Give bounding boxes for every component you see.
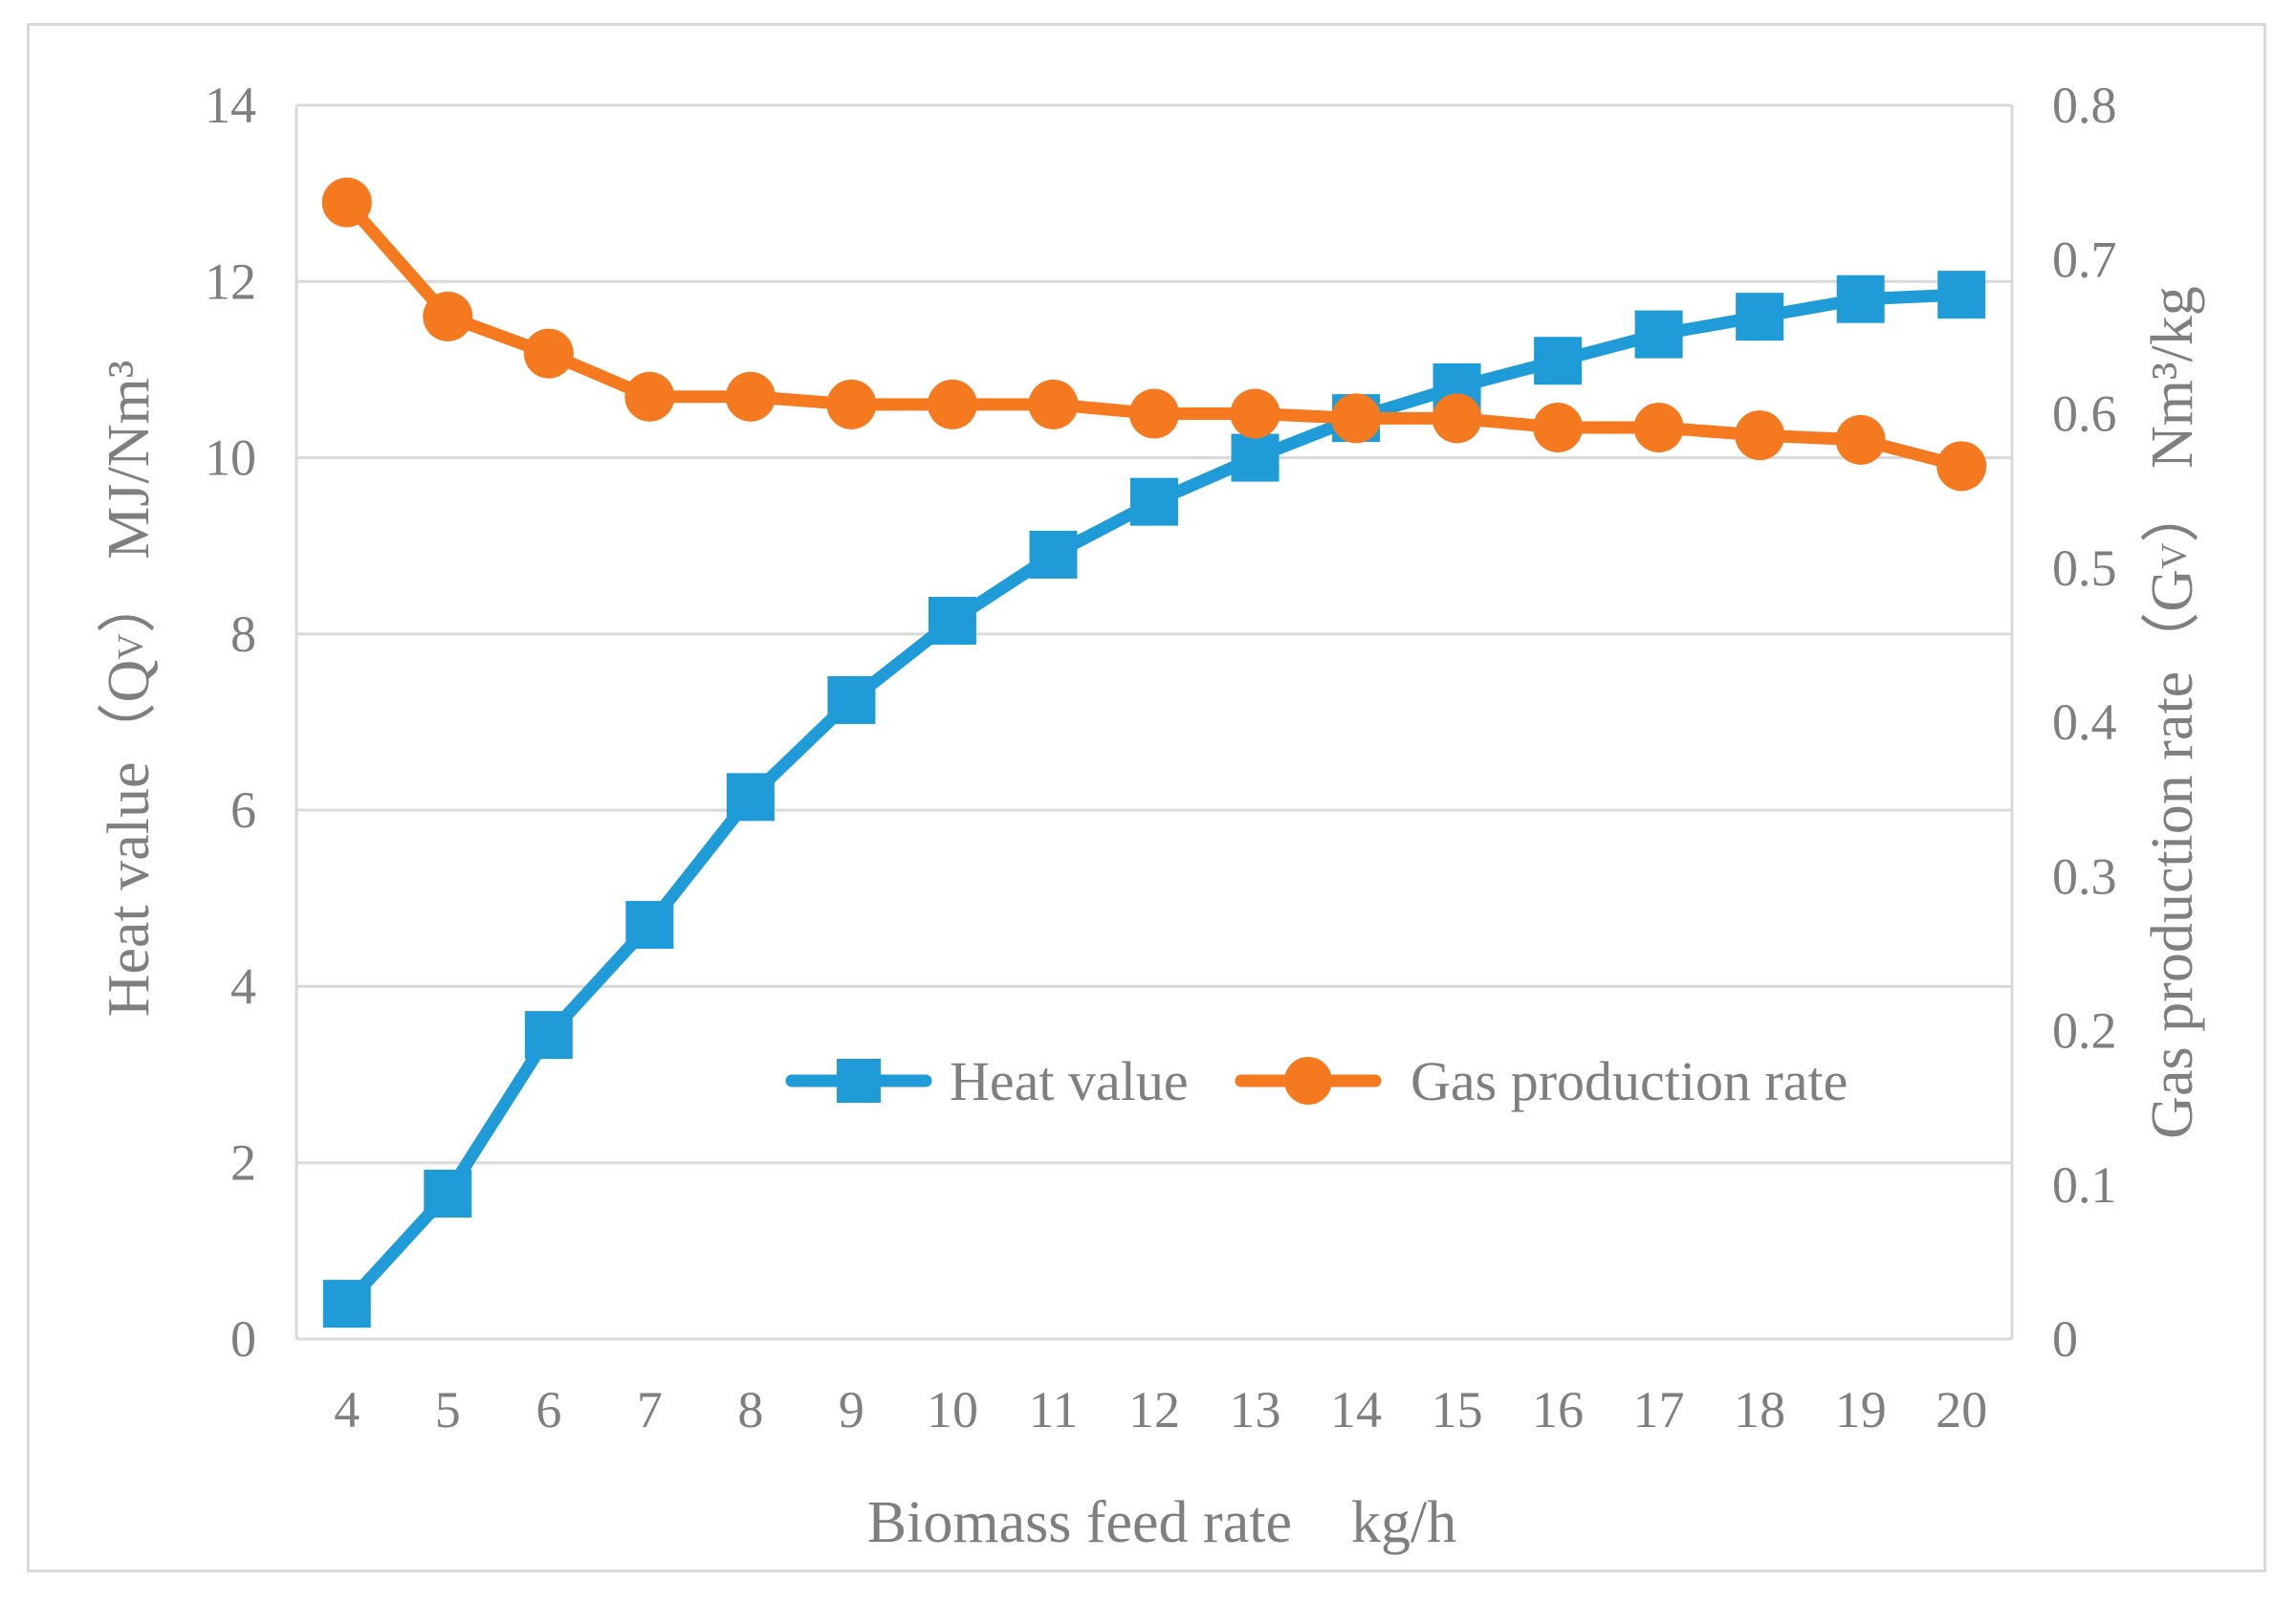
y2-axis-title-tail: ） Nm³/kg [2140, 286, 2205, 542]
heat-value-point [726, 773, 775, 822]
x-tick-label: 10 [927, 1381, 978, 1438]
heat-value-point [1130, 477, 1178, 526]
heat-value-point [1029, 530, 1078, 579]
gas-production-rate-point [624, 371, 675, 422]
legend-item-gas-production-rate[interactable]: Gas production rate [1235, 1050, 1848, 1112]
y2-tick-label: 0.5 [2052, 539, 2117, 597]
gas-production-rate-point [423, 291, 473, 341]
y2-tick-label: 0 [2052, 1310, 2078, 1368]
y2-tick-label: 0.6 [2052, 385, 2117, 443]
legend-item-heat-value[interactable]: Heat value [785, 1050, 1189, 1112]
x-tick-label: 14 [1330, 1381, 1382, 1438]
y-tick-label: 6 [230, 781, 256, 839]
x-tick-label: 20 [1935, 1381, 1987, 1438]
y2-axis-title: Gas production rate（GV） Nm³/kg [2140, 286, 2205, 1139]
legend-gas-rate-label: Gas production rate [1410, 1050, 1848, 1112]
gas-production-rate-point [1735, 410, 1785, 461]
heat-value-point [827, 675, 876, 724]
legend-heat-value-marker [837, 1059, 881, 1103]
heat-value-point [1231, 433, 1279, 482]
y-axis-title-sub: V [111, 633, 151, 660]
gas-production-rate-point [1533, 403, 1584, 453]
heat-value-point [524, 1011, 573, 1060]
heat-value-point [1534, 337, 1583, 385]
y-axis-title-main: Heat value（Q [97, 660, 162, 1018]
gas-production-rate-point [1936, 441, 1987, 492]
heat-value-point [1937, 271, 1986, 319]
gas-production-rate-point [927, 379, 977, 429]
x-tick-label: 5 [435, 1381, 461, 1438]
y2-tick-label: 0.7 [2052, 231, 2117, 288]
y-tick-label: 2 [230, 1134, 256, 1192]
y-tick-label: 14 [205, 77, 256, 134]
x-tick-label: 18 [1734, 1381, 1785, 1438]
tick-labels: 0 2 4 6 8 10 12 14 0 0.1 0.2 0.3 0.4 0.5 0.6 0.7 0.8 4 5 6 7… [205, 77, 2117, 1438]
gas-production-rate-point [1129, 388, 1179, 439]
gas-production-rate-point [1230, 388, 1280, 439]
gas-production-rate-point [1432, 393, 1482, 444]
x-tick-label: 19 [1835, 1381, 1887, 1438]
gas-production-rate-point [1028, 379, 1079, 429]
heat-value-point [424, 1169, 472, 1218]
y-tick-label: 8 [230, 605, 256, 663]
gas-production-rate-point [1331, 393, 1382, 444]
heat-value-point [1736, 293, 1784, 341]
x-tick-label: 12 [1128, 1381, 1180, 1438]
heat-value-point [322, 1280, 371, 1329]
gas-production-rate-point [725, 371, 776, 422]
x-tick-label: 17 [1633, 1381, 1685, 1438]
gas-production-rate-point [321, 177, 372, 228]
x-tick-label: 7 [637, 1381, 663, 1438]
y2-tick-label: 0.2 [2052, 1002, 2117, 1060]
y2-tick-label: 0.4 [2052, 693, 2117, 751]
legend: Heat value Gas production rate [785, 1050, 1848, 1112]
x-tick-label: 9 [839, 1381, 864, 1438]
y-tick-label: 0 [230, 1310, 256, 1368]
heat-value-point [928, 597, 976, 646]
x-tick-label: 4 [334, 1381, 360, 1438]
y-tick-label: 12 [205, 253, 256, 310]
series-line-heat-value [340, 288, 1968, 1310]
x-tick-label: 6 [536, 1381, 561, 1438]
y2-tick-label: 0.3 [2052, 847, 2117, 905]
heat-value-point [1836, 274, 1885, 323]
y-axis-title: Heat value（QV） MJ/Nm³ [97, 361, 162, 1018]
x-tick-label: 13 [1230, 1381, 1281, 1438]
gas-production-rate-point [523, 328, 574, 379]
x-tick-label: 15 [1432, 1381, 1483, 1438]
y2-tick-label: 0.1 [2052, 1156, 2117, 1214]
x-tick-label: 8 [737, 1381, 763, 1438]
y-tick-label: 4 [230, 957, 256, 1015]
gas-production-rate-point [1633, 403, 1684, 453]
legend-heat-value-label: Heat value [950, 1050, 1189, 1112]
x-tick-label: 11 [1028, 1381, 1078, 1438]
gas-production-rate-point [1835, 414, 1886, 465]
heat-value-point [1634, 310, 1683, 359]
y-axis-title-tail: ） MJ/Nm³ [97, 361, 162, 634]
heat-value-point [625, 900, 674, 949]
gas-production-rate-point [826, 379, 877, 429]
y2-axis-title-sub: V [2154, 542, 2195, 569]
axes [295, 105, 2014, 1341]
x-axis-title: Biomass feed rate kg/h [867, 1490, 1456, 1555]
y2-axis-title-main: Gas production rate（G [2140, 569, 2205, 1139]
legend-gas-rate-marker [1284, 1057, 1332, 1105]
x-tick-label: 16 [1532, 1381, 1584, 1438]
gridlines [296, 103, 2012, 1165]
y2-tick-label: 0.8 [2052, 77, 2117, 134]
y-tick-label: 10 [205, 429, 256, 487]
series [321, 177, 1987, 1329]
